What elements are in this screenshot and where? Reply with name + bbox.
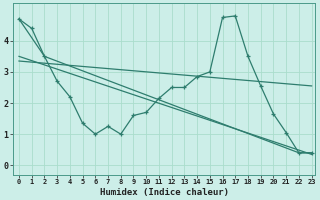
X-axis label: Humidex (Indice chaleur): Humidex (Indice chaleur) (100, 188, 228, 197)
